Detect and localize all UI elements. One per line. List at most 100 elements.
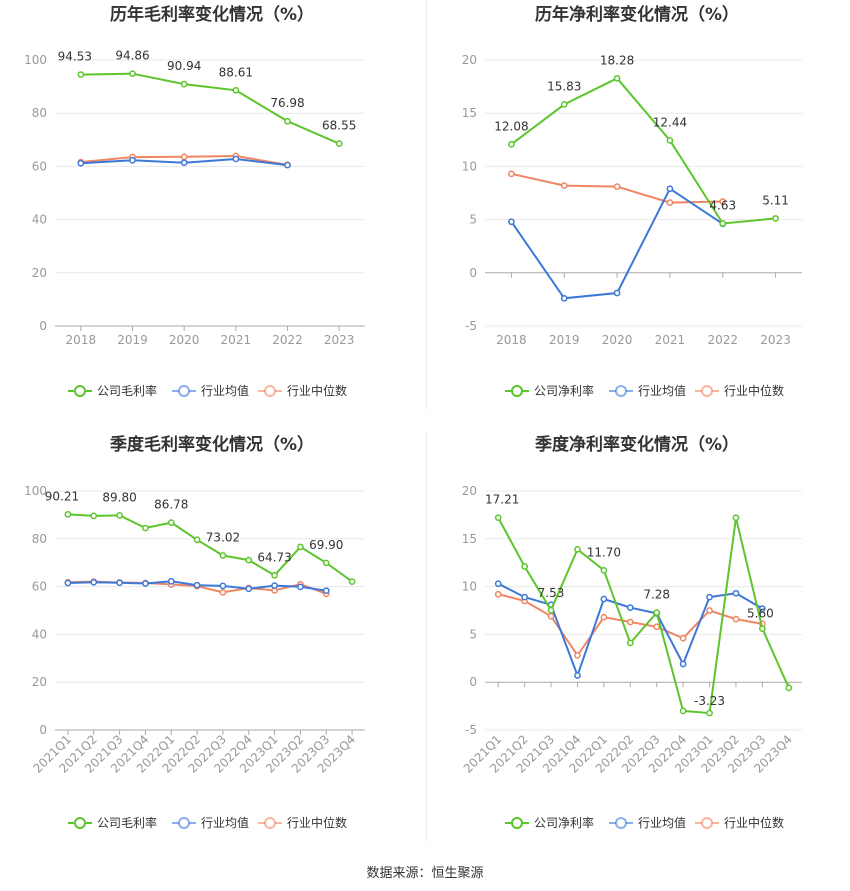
data-point-avg bbox=[679, 660, 687, 668]
data-point-company bbox=[679, 707, 687, 715]
y-tick-label: 60 bbox=[32, 580, 47, 594]
data-point-company bbox=[129, 70, 136, 78]
legend-item-median[interactable]: 行业中位数 bbox=[695, 815, 784, 830]
data-point-median bbox=[666, 199, 674, 206]
data-point-avg bbox=[613, 289, 621, 297]
y-tick-label: 10 bbox=[462, 159, 477, 173]
y-tick-label: 80 bbox=[32, 106, 47, 120]
x-tick-label: 2021 bbox=[655, 333, 686, 347]
legend-label: 行业中位数 bbox=[287, 383, 347, 398]
x-tick-label: 2020 bbox=[602, 333, 633, 347]
x-tick-label: 2021 bbox=[221, 333, 252, 347]
data-point-company bbox=[142, 524, 149, 532]
data-point-median bbox=[547, 612, 555, 620]
data-point-median bbox=[508, 170, 515, 178]
legend-item-company[interactable]: 公司毛利率 bbox=[68, 815, 157, 830]
legend-label: 行业中位数 bbox=[287, 815, 347, 830]
data-point-company bbox=[613, 74, 621, 82]
data-point-avg bbox=[116, 579, 123, 587]
y-tick-label: 5 bbox=[469, 213, 477, 227]
data-point-company bbox=[77, 71, 85, 78]
legend-item-median[interactable]: 行业中位数 bbox=[258, 815, 347, 830]
data-point-avg bbox=[284, 161, 291, 169]
data-point-company bbox=[719, 220, 727, 227]
y-tick-label: 40 bbox=[32, 627, 47, 641]
data-point-median bbox=[706, 607, 713, 614]
x-tick-label: 2018 bbox=[496, 333, 527, 347]
data-point-avg bbox=[232, 155, 240, 163]
series-line-company bbox=[510, 77, 776, 225]
data-label: 64.73 bbox=[257, 550, 291, 564]
data-point-company bbox=[335, 140, 343, 148]
data-point-company bbox=[116, 512, 123, 519]
data-point-company bbox=[666, 137, 674, 144]
legend-label: 行业均值 bbox=[638, 815, 686, 830]
data-point-median bbox=[613, 183, 621, 190]
data-point-company bbox=[322, 559, 330, 567]
y-tick-label: 15 bbox=[462, 106, 477, 120]
data-label: 88.61 bbox=[219, 65, 253, 79]
data-point-avg bbox=[180, 159, 188, 167]
legend-label: 行业均值 bbox=[638, 383, 686, 398]
legend-item-median[interactable]: 行业中位数 bbox=[258, 383, 347, 398]
data-point-company bbox=[547, 606, 555, 614]
legend-item-avg[interactable]: 行业均值 bbox=[609, 383, 686, 398]
data-point-avg bbox=[245, 585, 253, 593]
data-point-company bbox=[574, 545, 581, 553]
data-label: 18.28 bbox=[600, 53, 634, 67]
data-point-avg bbox=[494, 580, 502, 588]
legend-label: 行业中位数 bbox=[724, 815, 784, 830]
y-tick-label: 80 bbox=[32, 532, 47, 546]
data-point-company bbox=[219, 552, 227, 559]
data-point-avg bbox=[271, 582, 278, 589]
series-line-company bbox=[497, 517, 790, 715]
chart-title: 季度毛利率变化情况（%） bbox=[110, 434, 314, 455]
data-point-median bbox=[219, 588, 227, 596]
data-point-company bbox=[653, 609, 661, 616]
data-point-median bbox=[560, 182, 568, 189]
data-point-median bbox=[679, 634, 687, 642]
data-point-company bbox=[785, 684, 793, 692]
panel-divider bbox=[426, 432, 427, 842]
data-point-avg bbox=[574, 672, 581, 679]
legend-item-company[interactable]: 公司净利率 bbox=[505, 383, 594, 398]
data-point-median bbox=[600, 613, 608, 621]
data-point-avg bbox=[142, 580, 149, 587]
data-point-company bbox=[232, 86, 240, 94]
legend-item-avg[interactable]: 行业均值 bbox=[172, 383, 249, 398]
data-label: 12.44 bbox=[653, 115, 687, 129]
data-point-median bbox=[719, 198, 727, 205]
y-tick-label: 100 bbox=[24, 484, 47, 498]
y-tick-label: 100 bbox=[24, 53, 47, 67]
data-point-company bbox=[284, 117, 291, 125]
data-point-company bbox=[600, 566, 608, 574]
data-point-company bbox=[348, 578, 356, 585]
data-label: 73.02 bbox=[206, 530, 240, 544]
legend-label: 公司净利率 bbox=[534, 815, 594, 830]
legend-label: 行业中位数 bbox=[724, 383, 784, 398]
y-tick-label: 20 bbox=[462, 53, 477, 67]
legend-item-median[interactable]: 行业中位数 bbox=[695, 383, 784, 398]
x-tick-label: 2022 bbox=[707, 333, 738, 347]
y-tick-label: -5 bbox=[465, 319, 477, 333]
data-label: 11.70 bbox=[587, 545, 621, 559]
data-label: 12.08 bbox=[494, 119, 528, 133]
data-label: 5.11 bbox=[762, 193, 789, 207]
legend-item-avg[interactable]: 行业均值 bbox=[609, 815, 686, 830]
legend-item-avg[interactable]: 行业均值 bbox=[172, 815, 249, 830]
data-point-company bbox=[180, 80, 188, 88]
data-point-company bbox=[706, 709, 713, 717]
legend-item-company[interactable]: 公司毛利率 bbox=[68, 383, 157, 398]
data-label: 90.21 bbox=[45, 489, 79, 503]
data-label: 68.55 bbox=[322, 119, 356, 133]
y-tick-label: 20 bbox=[462, 484, 477, 498]
data-label: 7.28 bbox=[643, 588, 670, 602]
legend-item-company[interactable]: 公司净利率 bbox=[505, 815, 594, 830]
legend-label: 行业均值 bbox=[201, 383, 249, 398]
data-point-avg bbox=[732, 589, 740, 597]
y-tick-label: 0 bbox=[39, 723, 47, 737]
data-point-avg bbox=[297, 583, 304, 591]
quarterly-gross-margin-chart: 季度毛利率变化情况（%） 0 20 40 60 80 100 2021Q1 2021Q2 2021… bbox=[0, 430, 425, 860]
data-point-company bbox=[90, 512, 98, 520]
data-point-avg bbox=[508, 218, 515, 226]
